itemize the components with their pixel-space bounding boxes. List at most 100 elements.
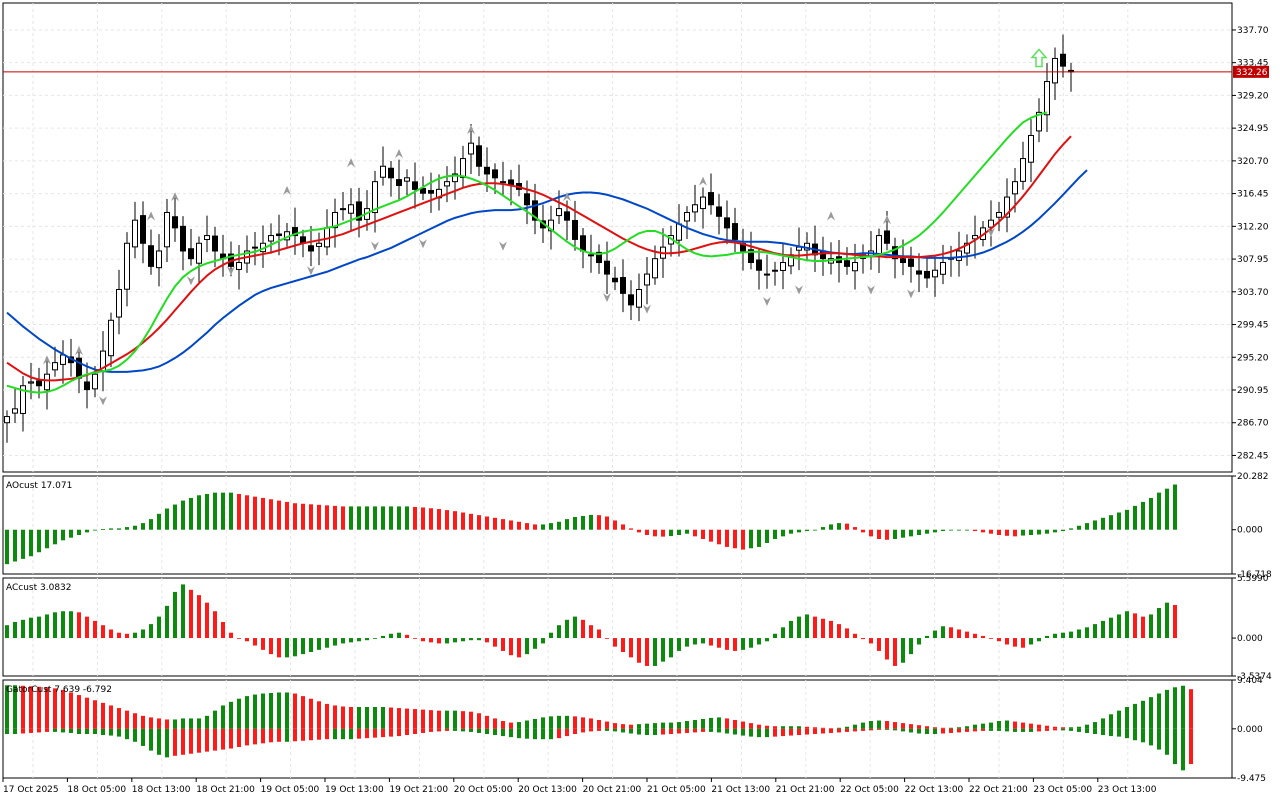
candle[interactable]: [684, 211, 690, 222]
candle[interactable]: [620, 277, 626, 294]
ac-panel[interactable]: [5, 584, 1177, 666]
candle[interactable]: [388, 167, 394, 179]
candle[interactable]: [212, 235, 218, 252]
candle[interactable]: [940, 262, 946, 275]
candle[interactable]: [356, 201, 362, 221]
candle[interactable]: [316, 242, 322, 247]
candle[interactable]: [932, 269, 938, 278]
price-panel[interactable]: [3, 34, 1232, 443]
candle[interactable]: [588, 254, 594, 257]
candle[interactable]: [1004, 196, 1010, 218]
candle[interactable]: [1012, 181, 1018, 195]
candle[interactable]: [780, 262, 786, 271]
candle[interactable]: [892, 246, 898, 260]
candle[interactable]: [1020, 158, 1026, 182]
candle[interactable]: [636, 288, 642, 308]
candle[interactable]: [476, 145, 482, 167]
gator-panel[interactable]: [5, 685, 1193, 771]
candle[interactable]: [28, 381, 34, 384]
candle[interactable]: [124, 242, 130, 290]
candle[interactable]: [524, 193, 530, 206]
candle[interactable]: [556, 208, 562, 217]
candle[interactable]: [564, 211, 570, 221]
candle[interactable]: [1060, 53, 1066, 67]
candle[interactable]: [12, 408, 18, 414]
candle[interactable]: [676, 223, 682, 241]
candle[interactable]: [484, 166, 490, 175]
candle[interactable]: [196, 242, 202, 264]
candle[interactable]: [428, 190, 434, 194]
candle[interactable]: [164, 211, 170, 248]
candle[interactable]: [252, 246, 258, 249]
candle[interactable]: [748, 249, 754, 264]
candle[interactable]: [188, 248, 194, 260]
candle[interactable]: [852, 262, 858, 272]
candle[interactable]: [764, 273, 770, 276]
candle[interactable]: [604, 260, 610, 275]
candle[interactable]: [404, 177, 410, 182]
candle[interactable]: [172, 216, 178, 229]
candle[interactable]: [1036, 111, 1042, 132]
candle[interactable]: [652, 258, 658, 279]
candle[interactable]: [548, 219, 554, 232]
candle[interactable]: [884, 230, 890, 244]
candle[interactable]: [916, 270, 922, 275]
candle[interactable]: [708, 192, 714, 206]
candle[interactable]: [500, 181, 506, 184]
candle[interactable]: [1052, 57, 1058, 84]
candle[interactable]: [444, 181, 450, 187]
candle[interactable]: [52, 362, 58, 371]
candle[interactable]: [116, 288, 122, 318]
candle[interactable]: [292, 227, 298, 237]
candle[interactable]: [92, 373, 98, 390]
candle[interactable]: [36, 380, 42, 387]
candle[interactable]: [20, 385, 26, 414]
candle[interactable]: [844, 260, 850, 267]
candle[interactable]: [756, 259, 762, 271]
candle[interactable]: [580, 235, 586, 252]
candle[interactable]: [180, 225, 186, 252]
candle[interactable]: [132, 219, 138, 248]
candle[interactable]: [692, 204, 698, 213]
candle[interactable]: [964, 242, 970, 254]
ao-panel[interactable]: [5, 484, 1177, 565]
candle[interactable]: [420, 187, 426, 194]
candle[interactable]: [340, 208, 346, 211]
candle[interactable]: [140, 215, 146, 244]
candle[interactable]: [204, 235, 210, 241]
candle[interactable]: [156, 250, 162, 269]
candle[interactable]: [60, 354, 66, 365]
candle[interactable]: [724, 217, 730, 229]
candle[interactable]: [308, 245, 314, 252]
candle[interactable]: [460, 158, 466, 178]
candle[interactable]: [644, 273, 650, 286]
candle[interactable]: [380, 165, 386, 178]
candle[interactable]: [612, 277, 618, 283]
candle[interactable]: [628, 294, 634, 306]
candle[interactable]: [148, 245, 154, 267]
candle[interactable]: [1044, 81, 1050, 116]
candle[interactable]: [532, 200, 538, 221]
candle[interactable]: [412, 181, 418, 190]
candle[interactable]: [492, 169, 498, 179]
candle[interactable]: [452, 173, 458, 183]
candle[interactable]: [108, 319, 114, 357]
candle[interactable]: [732, 223, 738, 240]
candle[interactable]: [4, 416, 10, 424]
candle[interactable]: [572, 219, 578, 240]
candle[interactable]: [372, 181, 378, 214]
candle[interactable]: [716, 206, 722, 217]
candle[interactable]: [772, 269, 778, 272]
candle[interactable]: [44, 373, 50, 391]
candle[interactable]: [596, 251, 602, 264]
candle[interactable]: [276, 233, 282, 237]
candle[interactable]: [84, 381, 90, 391]
candle[interactable]: [924, 270, 930, 279]
candle[interactable]: [236, 262, 242, 270]
candle[interactable]: [956, 250, 962, 261]
candle[interactable]: [876, 235, 882, 255]
candle[interactable]: [908, 258, 914, 267]
candle[interactable]: [468, 142, 474, 155]
candle[interactable]: [268, 235, 274, 242]
